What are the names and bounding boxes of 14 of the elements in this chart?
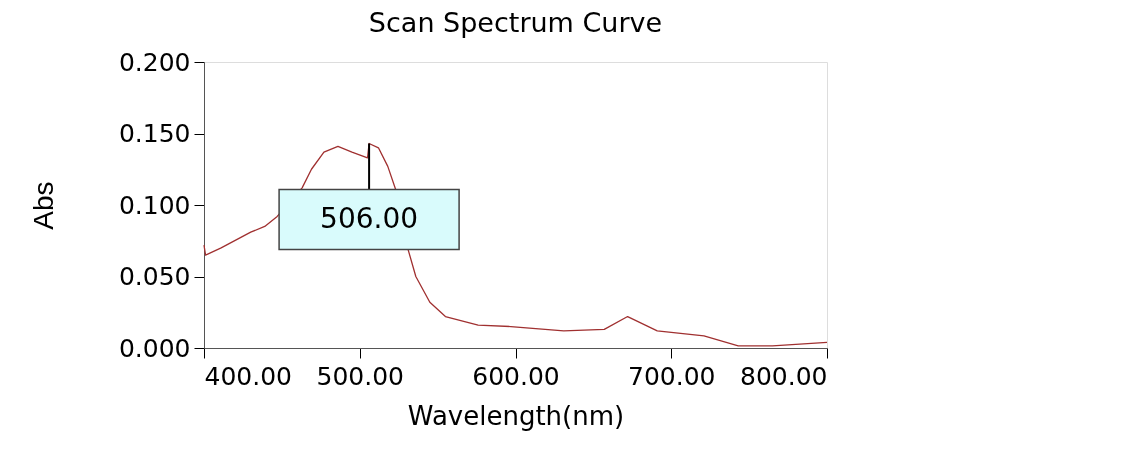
- y-tick-label: 0.150: [118, 119, 191, 148]
- x-tick-label: 700.00: [628, 361, 716, 391]
- annotation: 506.00: [320, 201, 419, 235]
- y-axis-title: Abs: [27, 181, 59, 230]
- x-axis-title: Wavelength(nm): [407, 400, 625, 431]
- y-tick-label: 0.000: [118, 333, 191, 363]
- chart-title: Scan Spectrum Curve: [368, 7, 663, 38]
- x-tick-label: 400.00: [204, 361, 292, 391]
- y-tick-label: 0.200: [118, 47, 191, 77]
- y-tick-label: 0.100: [118, 190, 191, 220]
- x-tick-label: 800.00: [740, 361, 828, 391]
- x-tick-label: 600.00: [472, 361, 560, 391]
- y-tick-label: 0.050: [118, 262, 191, 291]
- x-tick-label: 500.00: [316, 361, 404, 391]
